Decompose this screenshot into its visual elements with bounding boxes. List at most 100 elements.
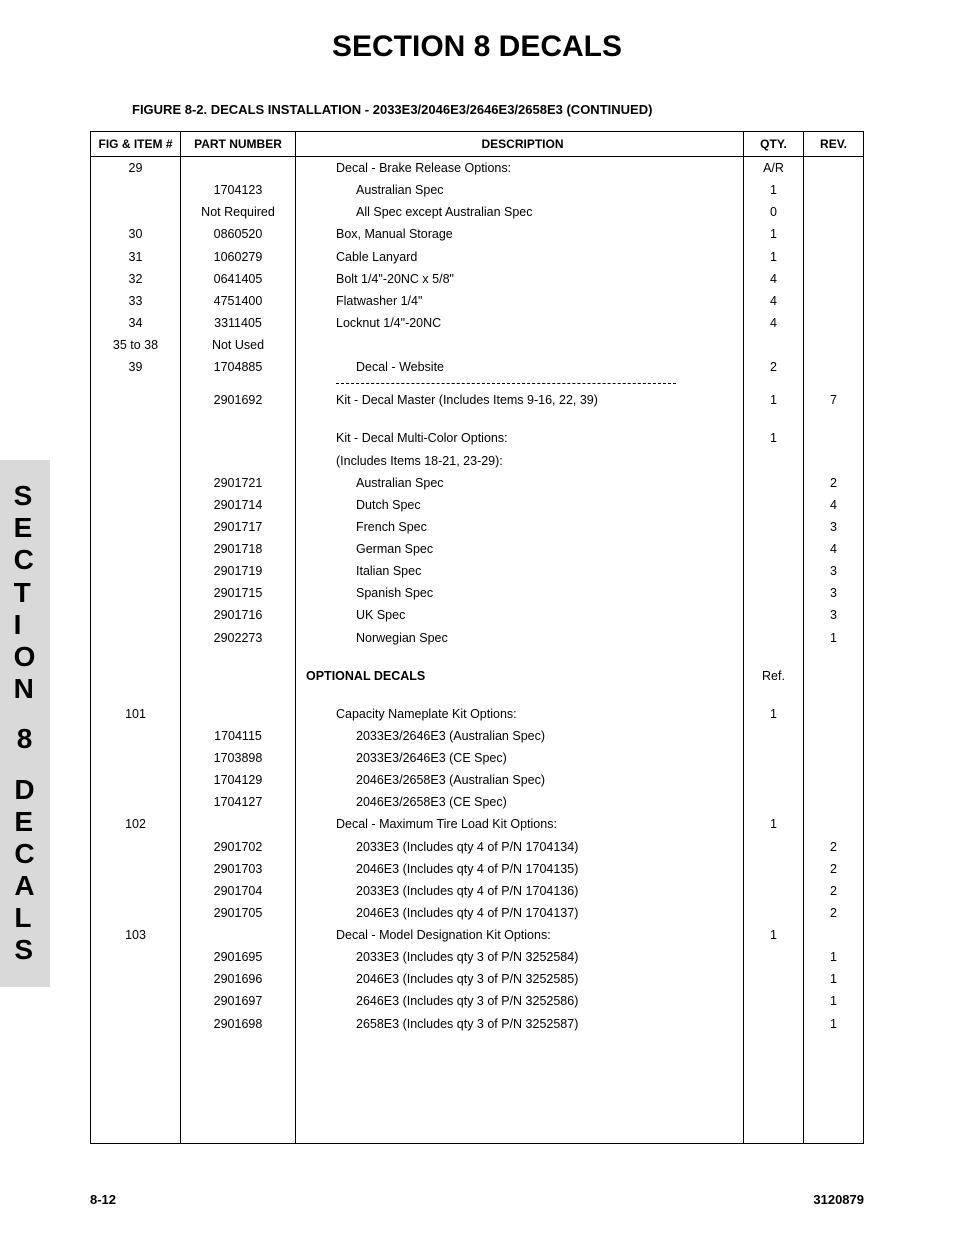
- cell-qty: 2: [744, 356, 804, 378]
- cell-desc: German Spec: [296, 538, 744, 560]
- table-row: 2902273Norwegian Spec1: [91, 627, 864, 649]
- cell-fig: [91, 472, 181, 494]
- table-row: 29016982658E3 (Includes qty 3 of P/N 325…: [91, 1013, 864, 1144]
- main-title: SECTION 8 DECALS: [90, 30, 864, 64]
- cell-desc: Kit - Decal Multi-Color Options:: [296, 427, 744, 449]
- cell-rev: 3: [804, 582, 864, 604]
- cell-rev: [804, 450, 864, 472]
- col-header-part: PART NUMBER: [181, 132, 296, 157]
- table-row: 35 to 38Not Used: [91, 334, 864, 356]
- cell-qty: [744, 836, 804, 858]
- cell-qty: 4: [744, 290, 804, 312]
- cell-fig: [91, 604, 181, 626]
- cell-part: 2901715: [181, 582, 296, 604]
- col-header-desc: DESCRIPTION: [296, 132, 744, 157]
- cell-desc: [296, 334, 744, 356]
- footer-doc-number: 3120879: [813, 1192, 864, 1207]
- cell-rev: [804, 747, 864, 769]
- table-row: 300860520Box, Manual Storage1: [91, 223, 864, 245]
- section-side-tab: SECTION 8 DECALS: [0, 460, 50, 987]
- figure-title: FIGURE 8-2. DECALS INSTALLATION - 2033E3…: [132, 102, 864, 117]
- cell-qty: [744, 516, 804, 538]
- cell-desc: 2033E3 (Includes qty 4 of P/N 1704136): [296, 880, 744, 902]
- cell-qty: [744, 968, 804, 990]
- cell-part: 2901714: [181, 494, 296, 516]
- cell-part: 2901702: [181, 836, 296, 858]
- table-row: 2901714Dutch Spec4: [91, 494, 864, 516]
- cell-part: 1704129: [181, 769, 296, 791]
- cell-qty: [744, 627, 804, 649]
- cell-desc: Decal - Brake Release Options:: [296, 157, 744, 180]
- cell-fig: [91, 627, 181, 649]
- cell-qty: 1: [744, 246, 804, 268]
- cell-part: 4751400: [181, 290, 296, 312]
- cell-fig: [91, 427, 181, 449]
- cell-part: 0641405: [181, 268, 296, 290]
- table-row: 102Decal - Maximum Tire Load Kit Options…: [91, 813, 864, 835]
- table-header-row: FIG & ITEM # PART NUMBER DESCRIPTION QTY…: [91, 132, 864, 157]
- cell-fig: [91, 880, 181, 902]
- col-header-qty: QTY.: [744, 132, 804, 157]
- cell-fig: [91, 990, 181, 1012]
- cell-part: 1704127: [181, 791, 296, 813]
- table-row: 29017022033E3 (Includes qty 4 of P/N 170…: [91, 836, 864, 858]
- cell-fig: [91, 968, 181, 990]
- cell-rev: [804, 703, 864, 725]
- cell-rev: 1: [804, 990, 864, 1012]
- cell-fig: [91, 791, 181, 813]
- cell-qty: 1: [744, 427, 804, 449]
- table-row: OPTIONAL DECALSRef.: [91, 665, 864, 687]
- cell-part: 1704123: [181, 179, 296, 201]
- cell-qty: [744, 769, 804, 791]
- cell-fig: [91, 836, 181, 858]
- cell-desc: Australian Spec: [296, 472, 744, 494]
- cell-fig: [91, 665, 181, 687]
- cell-fig: [91, 179, 181, 201]
- cell-rev: [804, 312, 864, 334]
- table-row: [91, 687, 864, 703]
- cell-fig: [91, 1013, 181, 1144]
- cell-qty: [744, 747, 804, 769]
- table-row: [91, 411, 864, 427]
- side-tab-number: 8: [17, 723, 34, 755]
- cell-part: [181, 450, 296, 472]
- page-footer: 8-12 3120879: [90, 1192, 864, 1207]
- cell-rev: [804, 813, 864, 835]
- parts-table: FIG & ITEM # PART NUMBER DESCRIPTION QTY…: [90, 131, 864, 1144]
- cell-qty: [744, 858, 804, 880]
- cell-desc: 2046E3 (Includes qty 4 of P/N 1704135): [296, 858, 744, 880]
- table-row: 2901692Kit - Decal Master (Includes Item…: [91, 389, 864, 411]
- table-row: 2901718German Spec4: [91, 538, 864, 560]
- table-row: (Includes Items 18-21, 23-29):: [91, 450, 864, 472]
- cell-fig: 39: [91, 356, 181, 378]
- cell-rev: 3: [804, 516, 864, 538]
- col-header-fig: FIG & ITEM #: [91, 132, 181, 157]
- table-row: 343311405Locknut 1/4"-20NC4: [91, 312, 864, 334]
- cell-rev: 4: [804, 538, 864, 560]
- cell-rev: [804, 179, 864, 201]
- cell-qty: 0: [744, 201, 804, 223]
- cell-desc: Australian Spec: [296, 179, 744, 201]
- cell-desc: 2646E3 (Includes qty 3 of P/N 3252586): [296, 990, 744, 1012]
- cell-desc: 2046E3/2658E3 (Australian Spec): [296, 769, 744, 791]
- cell-desc: Spanish Spec: [296, 582, 744, 604]
- footer-page-number: 8-12: [90, 1192, 116, 1207]
- cell-qty: [744, 560, 804, 582]
- cell-rev: 1: [804, 1013, 864, 1144]
- cell-rev: 2: [804, 902, 864, 924]
- cell-desc: 2033E3 (Includes qty 4 of P/N 1704134): [296, 836, 744, 858]
- table-row: 2901717French Spec3: [91, 516, 864, 538]
- cell-fig: [91, 560, 181, 582]
- cell-part: 2901719: [181, 560, 296, 582]
- cell-fig: [91, 582, 181, 604]
- cell-qty: 1: [744, 179, 804, 201]
- cell-part: 1060279: [181, 246, 296, 268]
- cell-fig: [91, 902, 181, 924]
- cell-qty: A/R: [744, 157, 804, 180]
- cell-rev: 3: [804, 560, 864, 582]
- cell-desc: Decal - Maximum Tire Load Kit Options:: [296, 813, 744, 835]
- cell-rev: [804, 246, 864, 268]
- table-row: 17041292046E3/2658E3 (Australian Spec): [91, 769, 864, 791]
- table-row: 1704123Australian Spec1: [91, 179, 864, 201]
- cell-part: [181, 427, 296, 449]
